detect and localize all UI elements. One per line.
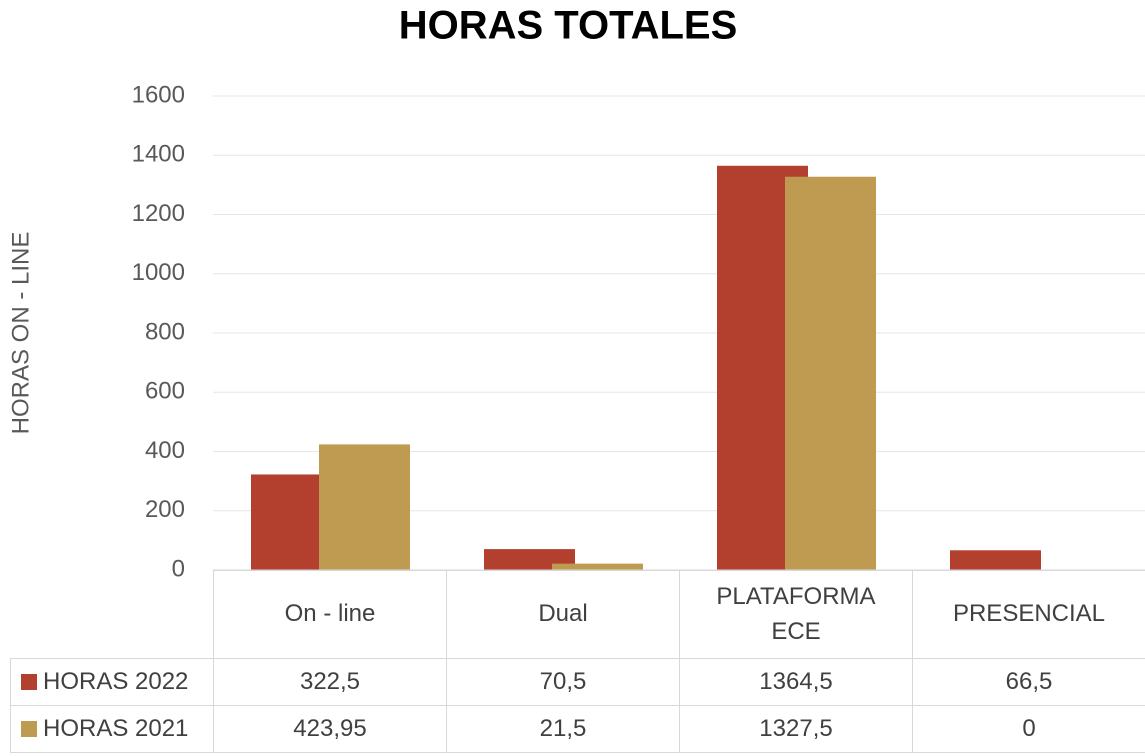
legend-swatch (21, 721, 37, 737)
legend-entry: HORAS 2021 (10, 705, 214, 753)
y-tick-label: 800 (145, 318, 185, 345)
cell-text: 1327,5 (759, 714, 833, 742)
data-label: 21,5 (446, 705, 680, 753)
data-label: 1364,5 (679, 658, 913, 706)
cell-text: 423,95 (293, 714, 367, 742)
y-tick-label: 600 (145, 378, 185, 405)
cell-text: Dual (538, 600, 588, 628)
chart-title: HORAS TOTALES (399, 4, 738, 48)
data-label: 66,5 (912, 658, 1145, 706)
cell-text: PRESENCIAL (952, 600, 1106, 628)
y-tick-label: 1200 (132, 200, 185, 227)
y-tick-label: 200 (145, 496, 185, 523)
data-label: 0 (912, 705, 1145, 753)
y-tick-label: 0 (172, 555, 185, 582)
cell-text: 70,5 (539, 667, 587, 695)
cell-text: 322,5 (299, 667, 361, 695)
y-tick-label: 1400 (132, 141, 185, 168)
cell-text: PLATAFORMA ECE (716, 582, 876, 645)
y-tick-label: 400 (145, 437, 185, 464)
legend-label: HORAS 2021 (43, 714, 189, 742)
y-axis-label: HORAS ON - LINE (7, 232, 34, 435)
y-tick-label: 1000 (132, 259, 185, 286)
y-tick-label: 1600 (132, 81, 185, 108)
cell-text: 1364,5 (759, 667, 833, 695)
data-label: 70,5 (446, 658, 680, 706)
bar (319, 444, 410, 570)
data-label: 1327,5 (679, 705, 913, 753)
cell-text: On - line (284, 600, 376, 628)
x-tick-label: PLATAFORMA ECE (679, 570, 913, 659)
bar (950, 550, 1041, 570)
legend-label: HORAS 2022 (43, 667, 189, 695)
data-label: 322,5 (213, 658, 447, 706)
cell-text: 66,5 (1005, 667, 1053, 695)
legend-swatch (21, 674, 37, 690)
cell-text: 21,5 (539, 714, 587, 742)
x-tick-label: PRESENCIAL (912, 570, 1145, 659)
x-tick-label: Dual (446, 570, 680, 659)
legend-entry: HORAS 2022 (10, 658, 214, 706)
cell-text: 0 (1022, 714, 1036, 742)
bar (785, 176, 876, 570)
bar (552, 563, 643, 570)
data-label: 423,95 (213, 705, 447, 753)
x-tick-label: On - line (213, 570, 447, 659)
